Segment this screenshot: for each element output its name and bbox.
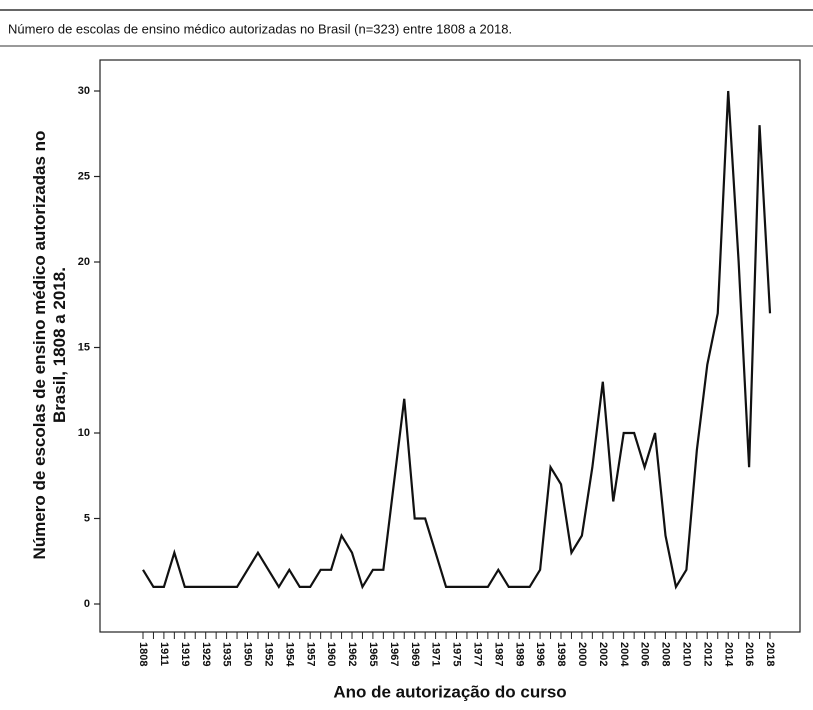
x-tick-label: 2016 <box>743 642 755 666</box>
x-tick-label: 1989 <box>513 642 525 666</box>
x-tick-label: 2004 <box>618 642 630 667</box>
x-tick-label: 1911 <box>158 642 170 666</box>
y-tick-label: 20 <box>78 256 90 268</box>
x-tick-label: 1950 <box>242 642 254 666</box>
data-line <box>142 90 772 590</box>
x-tick-label: 1965 <box>367 642 379 666</box>
x-tick-label: 2006 <box>639 642 651 666</box>
x-tick-label: 1975 <box>451 642 463 666</box>
y-tick-label: 25 <box>78 170 90 182</box>
x-tick-label: 2018 <box>764 642 776 666</box>
chart-title: Número de escolas de ensino médico autor… <box>8 21 512 36</box>
plot-frame <box>99 59 801 633</box>
x-tick-label: 1952 <box>262 642 274 666</box>
x-tick-label: 1808 <box>137 642 149 666</box>
x-tick-label: 1929 <box>200 642 212 666</box>
x-tick-label: 1957 <box>304 642 316 666</box>
x-tick-label: 1971 <box>430 642 442 666</box>
x-tick-label: 1935 <box>221 642 233 666</box>
x-tick-label: 1987 <box>492 642 504 666</box>
x-axis-title: Ano de autorização do curso <box>333 682 566 701</box>
x-tick-label: 1967 <box>388 642 400 666</box>
x-tick-label: 2008 <box>660 642 672 666</box>
x-tick-label: 1977 <box>471 642 483 666</box>
x-tick-label: 2010 <box>680 642 692 666</box>
y-tick-label: 30 <box>78 85 90 97</box>
y-tick-label: 10 <box>78 427 90 439</box>
x-tick-label: 1998 <box>555 642 567 666</box>
x-tick-label: 1962 <box>346 642 358 666</box>
y-axis-title-line: Número de escolas de ensino médico autor… <box>30 131 49 560</box>
x-tick-label: 1954 <box>283 642 295 667</box>
x-tick-label: 1996 <box>534 642 546 666</box>
x-tick-label: 1969 <box>409 642 421 666</box>
x-tick-label: 2002 <box>597 642 609 666</box>
x-tick-label: 1919 <box>179 642 191 666</box>
x-tick-label: 1960 <box>325 642 337 666</box>
y-tick-label: 0 <box>84 598 90 610</box>
y-tick-label: 5 <box>84 512 90 524</box>
x-tick-label: 2000 <box>576 642 588 666</box>
x-tick-label: 2014 <box>722 642 734 667</box>
y-axis-title-line: Brasil, 1808 a 2018. <box>50 267 69 423</box>
y-axis-title: Número de escolas de ensino médico autor… <box>30 131 69 560</box>
x-tick-label: 2012 <box>701 642 713 666</box>
y-tick-label: 15 <box>78 341 90 353</box>
